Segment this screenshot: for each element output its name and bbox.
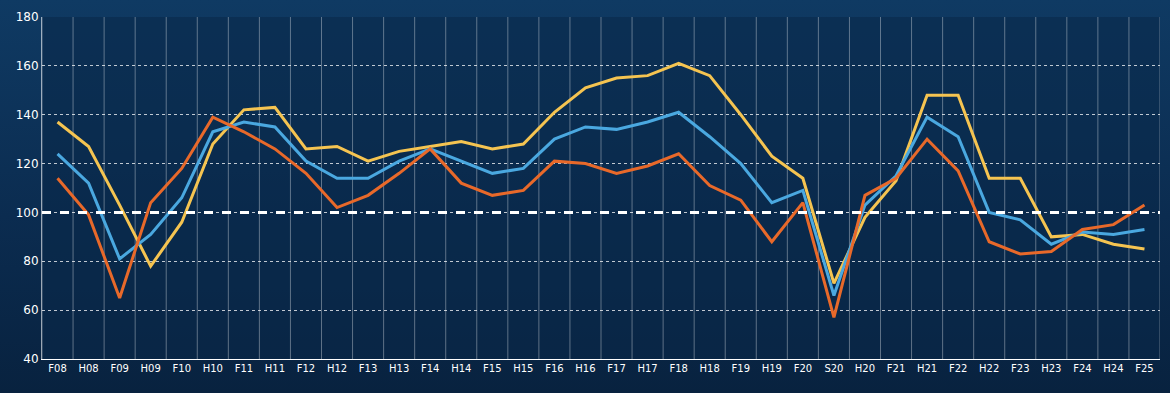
- svg-text:F15: F15: [483, 363, 501, 374]
- svg-text:F22: F22: [949, 363, 967, 374]
- svg-text:F16: F16: [545, 363, 563, 374]
- svg-text:F12: F12: [297, 363, 315, 374]
- svg-text:F23: F23: [1011, 363, 1029, 374]
- svg-text:F21: F21: [887, 363, 905, 374]
- svg-text:H11: H11: [265, 363, 285, 374]
- svg-text:F25: F25: [1135, 363, 1153, 374]
- svg-text:H10: H10: [203, 363, 223, 374]
- svg-text:80: 80: [23, 254, 38, 268]
- svg-text:100: 100: [16, 206, 39, 220]
- svg-text:H20: H20: [855, 363, 875, 374]
- svg-text:F19: F19: [732, 363, 750, 374]
- svg-text:F20: F20: [794, 363, 812, 374]
- svg-text:H22: H22: [979, 363, 999, 374]
- svg-text:F09: F09: [110, 363, 128, 374]
- svg-text:H13: H13: [389, 363, 409, 374]
- svg-text:180: 180: [16, 10, 39, 24]
- svg-text:H17: H17: [637, 363, 657, 374]
- svg-text:F10: F10: [173, 363, 191, 374]
- svg-text:S20: S20: [824, 363, 843, 374]
- svg-text:F18: F18: [669, 363, 687, 374]
- svg-text:H16: H16: [575, 363, 595, 374]
- svg-text:H15: H15: [513, 363, 533, 374]
- svg-text:60: 60: [23, 303, 38, 317]
- svg-text:H24: H24: [1103, 363, 1123, 374]
- svg-text:F13: F13: [359, 363, 377, 374]
- svg-text:H19: H19: [762, 363, 782, 374]
- svg-text:F14: F14: [421, 363, 439, 374]
- svg-text:120: 120: [16, 157, 39, 171]
- svg-text:F17: F17: [607, 363, 625, 374]
- svg-text:H23: H23: [1041, 363, 1061, 374]
- svg-text:40: 40: [23, 352, 38, 366]
- svg-text:H14: H14: [451, 363, 471, 374]
- svg-text:160: 160: [16, 59, 39, 73]
- svg-text:140: 140: [16, 108, 39, 122]
- svg-text:H21: H21: [917, 363, 937, 374]
- svg-text:H08: H08: [78, 363, 98, 374]
- svg-text:H12: H12: [327, 363, 347, 374]
- svg-text:H09: H09: [141, 363, 161, 374]
- svg-text:H18: H18: [700, 363, 720, 374]
- svg-text:F11: F11: [235, 363, 253, 374]
- svg-text:F24: F24: [1073, 363, 1091, 374]
- svg-text:F08: F08: [48, 363, 66, 374]
